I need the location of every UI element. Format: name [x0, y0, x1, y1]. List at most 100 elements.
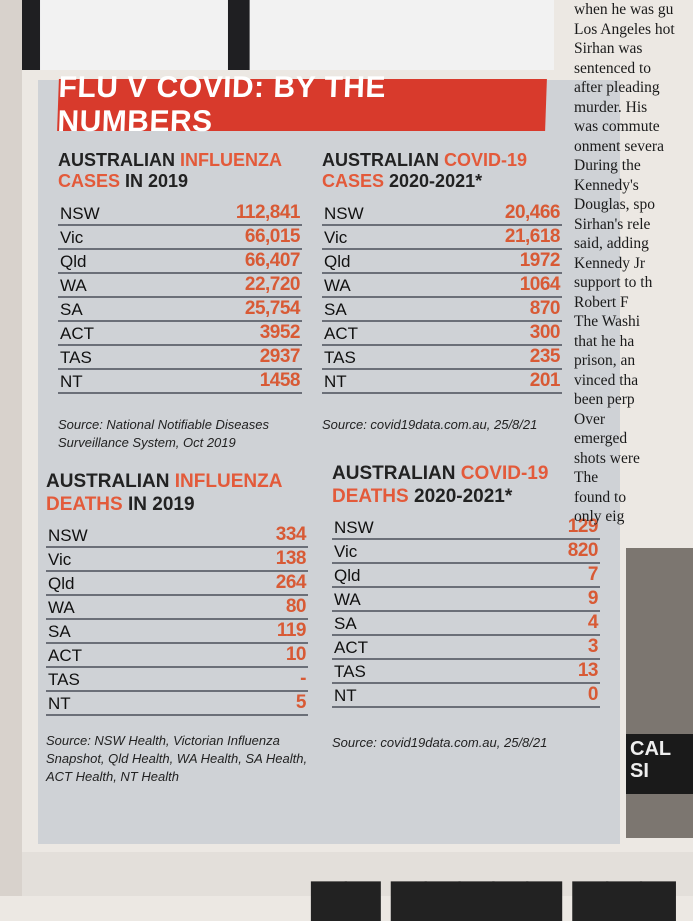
- article-line: been perp: [574, 391, 635, 408]
- state-value: 334: [275, 524, 307, 545]
- table-row: Qld 264: [46, 572, 308, 596]
- table-row: Qld 1972: [322, 250, 562, 274]
- table-row: WA 80: [46, 596, 308, 620]
- state-value: 13: [577, 660, 599, 681]
- state-value: 4: [587, 612, 599, 633]
- article-line: The: [574, 469, 599, 486]
- state-label: NSW: [60, 204, 100, 223]
- state-value: 1972: [519, 250, 561, 271]
- state-value: 119: [276, 620, 307, 641]
- state-label: ACT: [324, 324, 358, 343]
- state-label: Vic: [324, 228, 348, 247]
- state-value: 3: [587, 636, 599, 657]
- article-line: when he was gu: [574, 1, 674, 18]
- state-value: 2937: [259, 346, 301, 367]
- article-line: vinced tha: [574, 371, 639, 389]
- state-label: TAS: [334, 662, 366, 681]
- state-value: 20,466: [504, 202, 561, 223]
- article-line: that he ha: [574, 332, 635, 350]
- table-source: Source: National Notifiable Diseases Sur…: [58, 417, 269, 450]
- table-row: Vic 820: [332, 540, 600, 564]
- state-value: 870: [529, 298, 561, 319]
- article-line: Kennedy's: [574, 176, 639, 194]
- state-label: SA: [324, 300, 347, 319]
- state-value: 129: [567, 516, 599, 537]
- table-rows: NSW 20,466 Vic 21,618 Qld 1972 WA 1064 SA 870 ACT 3…: [322, 202, 562, 394]
- table-source: Source: NSW Health, Victorian Influenza …: [46, 733, 308, 784]
- top-photo: ▇▆▆ ▇▇▇▆▆▆: [22, 0, 554, 70]
- state-value: 25,754: [244, 298, 301, 319]
- state-value: 10: [285, 644, 307, 665]
- table-row: ACT 3: [332, 636, 600, 660]
- state-value: 820: [567, 540, 599, 561]
- table-covid-cases: AUSTRALIAN COVID-19 CASES 2020-2021* NSW…: [322, 150, 562, 434]
- table-row: NSW 129: [332, 516, 600, 540]
- article-line: Sirhan was: [574, 40, 643, 57]
- article-line: During the: [574, 157, 641, 174]
- table-row: SA 870: [322, 298, 562, 322]
- infographic-banner: FLU V COVID: BY THE NUMBERS: [57, 71, 547, 138]
- table-covid-deaths: AUSTRALIAN COVID-19 DEATHS 2020-2021* NS…: [332, 462, 600, 752]
- state-label: TAS: [48, 670, 80, 689]
- state-label: NSW: [324, 204, 364, 223]
- state-value: 22,720: [244, 274, 301, 295]
- state-label: Qld: [334, 566, 361, 585]
- article-line: Los Angeles hot: [574, 20, 675, 38]
- state-label: NT: [324, 372, 347, 391]
- article-line: sentenced to: [574, 59, 652, 77]
- state-label: SA: [48, 622, 71, 641]
- table-row: ACT 10: [46, 644, 308, 668]
- table-row: Vic 138: [46, 548, 308, 572]
- article-line: found to: [574, 488, 627, 506]
- table-title: AUSTRALIAN INFLUENZA CASES IN 2019: [58, 150, 282, 191]
- table-row: TAS 13: [332, 660, 600, 684]
- state-value: 1458: [259, 370, 301, 391]
- table-title: AUSTRALIAN COVID-19 DEATHS 2020-2021*: [332, 463, 549, 507]
- article-line: emerged: [574, 430, 628, 447]
- state-label: Qld: [60, 252, 87, 271]
- state-value: 66,407: [244, 250, 301, 271]
- state-label: NSW: [334, 518, 374, 537]
- state-value: 3952: [259, 322, 301, 343]
- adjacent-photo: CAL SI: [626, 548, 693, 838]
- state-value: -: [300, 668, 306, 689]
- state-value: 201: [529, 370, 561, 391]
- table-row: NT 201: [322, 370, 562, 394]
- article-line: after pleading: [574, 79, 660, 96]
- table-title: AUSTRALIAN COVID-19 CASES 2020-2021*: [322, 150, 528, 191]
- state-value: 235: [529, 346, 561, 367]
- table-row: SA 25,754: [58, 298, 302, 322]
- table-row: Qld 66,407: [58, 250, 302, 274]
- state-label: Qld: [48, 574, 75, 593]
- article-line: Sirhan's rele: [574, 215, 651, 233]
- state-value: 264: [275, 572, 307, 593]
- table-row: SA 4: [332, 612, 600, 636]
- state-label: TAS: [324, 348, 356, 367]
- state-label: NT: [334, 686, 357, 705]
- headline-fragment: ▇▆▆ ▇▇▇▆▆▆: [42, 0, 554, 67]
- state-label: NSW: [48, 526, 88, 545]
- state-label: ACT: [48, 646, 82, 665]
- state-label: SA: [334, 614, 357, 633]
- article-line: said, adding: [574, 235, 649, 252]
- table-row: NT 5: [46, 692, 308, 716]
- state-value: 138: [275, 548, 307, 569]
- state-label: WA: [324, 276, 351, 295]
- table-row: TAS 235: [322, 346, 562, 370]
- state-label: TAS: [60, 348, 92, 367]
- state-label: WA: [60, 276, 87, 295]
- state-label: WA: [334, 590, 361, 609]
- table-row: WA 1064: [322, 274, 562, 298]
- article-line: onment severa: [574, 137, 664, 155]
- state-label: Vic: [48, 550, 72, 569]
- table-row: WA 9: [332, 588, 600, 612]
- article-line: Kennedy Jr: [574, 254, 646, 272]
- table-row: ACT 3952: [58, 322, 302, 346]
- article-line: only eig: [574, 508, 625, 525]
- table-row: Qld 7: [332, 564, 600, 588]
- table-flu-deaths: AUSTRALIAN INFLUENZA DEATHS IN 2019 NSW 3…: [46, 470, 308, 786]
- article-line: was commute: [574, 118, 660, 135]
- state-value: 5: [295, 692, 307, 713]
- table-flu-cases: AUSTRALIAN INFLUENZA CASES IN 2019 NSW 11…: [58, 150, 302, 452]
- table-rows: NSW 112,841 Vic 66,015 Qld 66,407 WA 22,720 SA 25…: [58, 202, 302, 394]
